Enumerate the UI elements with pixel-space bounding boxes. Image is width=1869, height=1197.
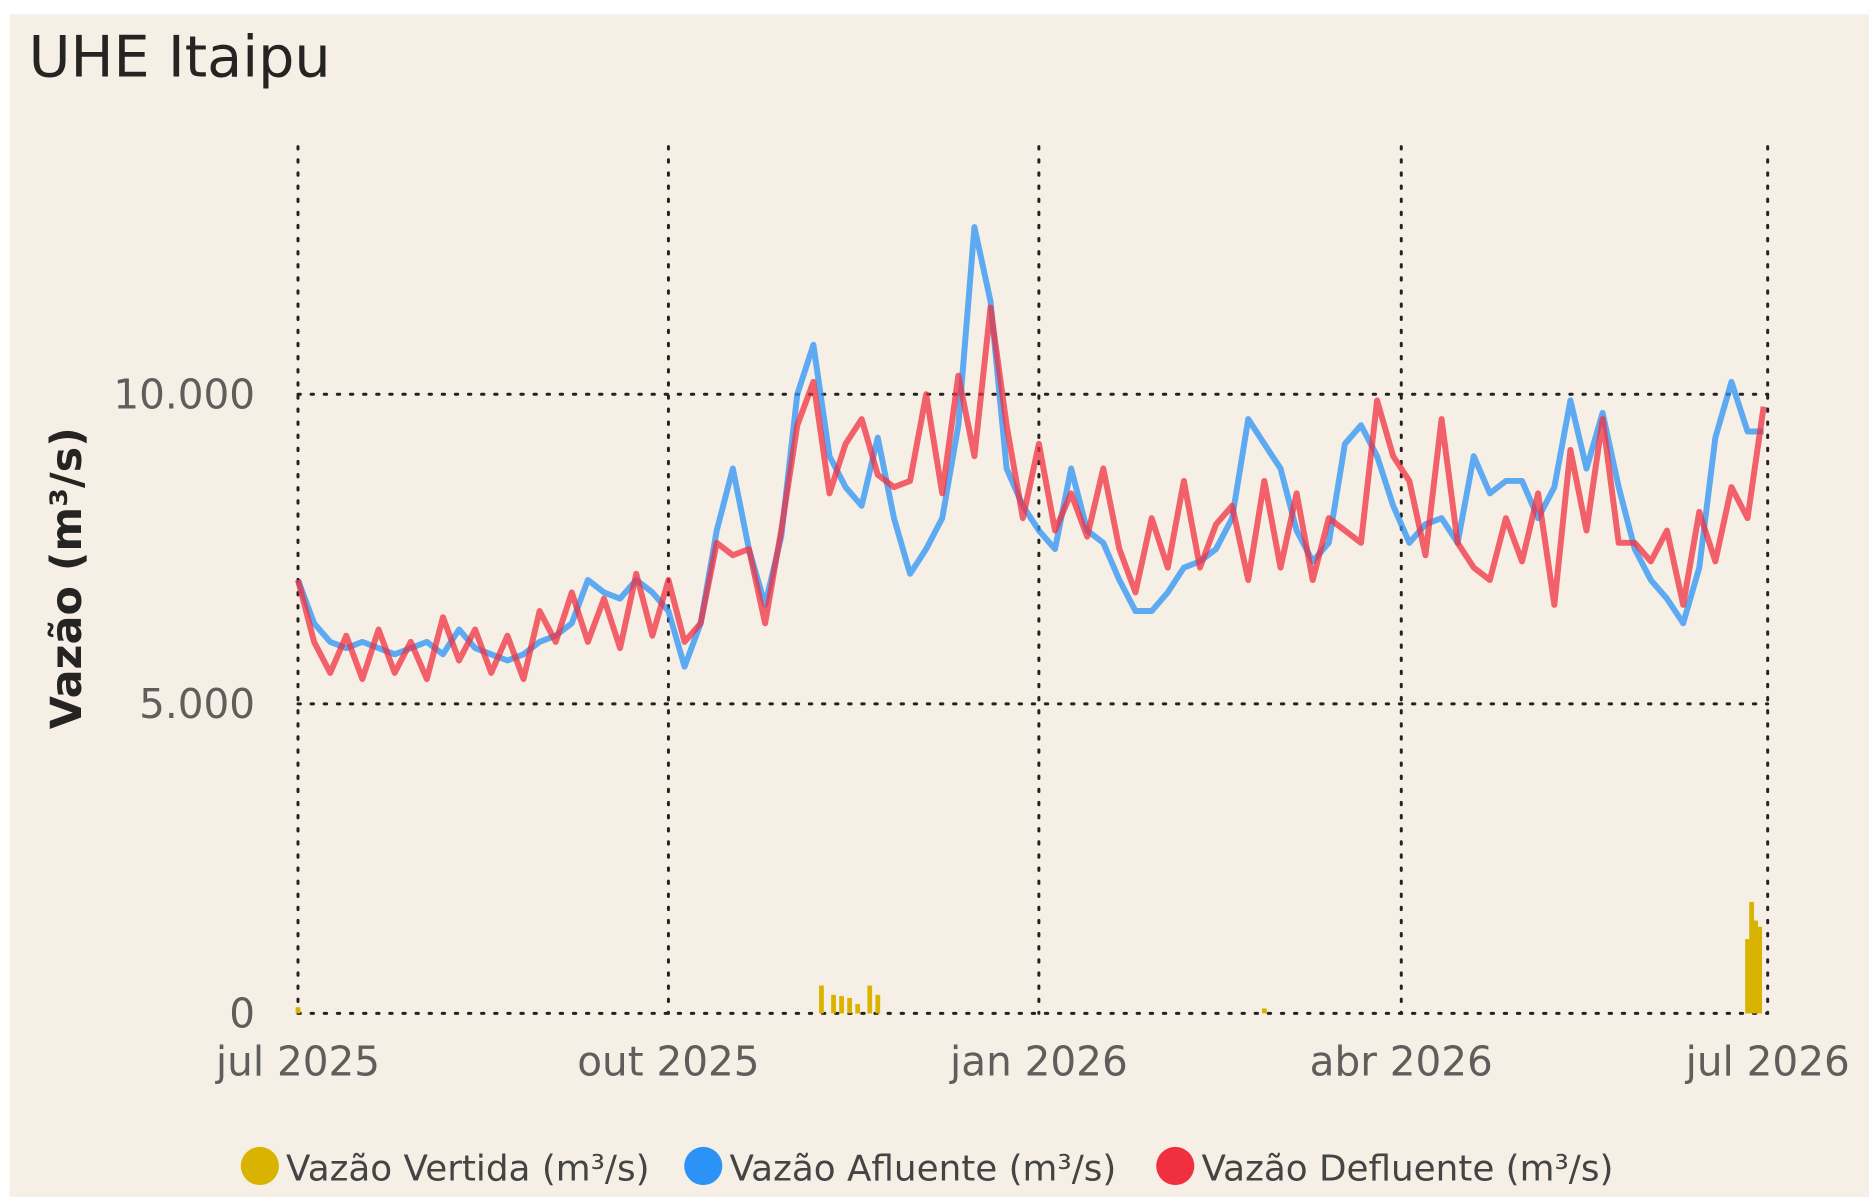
y-axis-label: Vazão (m³/s) (42, 427, 92, 729)
line (295, 224, 1764, 670)
bar (295, 1007, 301, 1014)
legend-marker (1156, 1146, 1195, 1186)
background (9, 14, 1869, 1197)
line (295, 304, 1767, 683)
bar (867, 985, 873, 1014)
x-tick-label: abr 2026 (1310, 1037, 1493, 1085)
legend-label: Vazão Vertida (m³/s) (286, 1148, 649, 1189)
y-tick-label: 5.000 (139, 680, 255, 728)
bar (1745, 939, 1750, 1014)
x-tick-label: out 2025 (577, 1037, 759, 1085)
bar (875, 994, 881, 1014)
bar (1757, 926, 1763, 1014)
bar (831, 994, 836, 1014)
x-tick-label: jan 2026 (949, 1037, 1128, 1085)
bar (855, 1004, 861, 1014)
bar (819, 985, 824, 1014)
x-tick-label: jul 2025 (215, 1037, 380, 1085)
chart-title: UHE Itaipu (29, 24, 331, 90)
bar (1753, 920, 1758, 1014)
bar (839, 996, 844, 1014)
legend-marker (684, 1146, 723, 1186)
legend-label: Vazão Defluente (m³/s) (1202, 1148, 1614, 1189)
x-tick-label: jul 2026 (1685, 1037, 1850, 1085)
bar (1749, 901, 1754, 1014)
legend-marker (240, 1146, 279, 1186)
y-tick-label: 10.000 (113, 371, 255, 419)
legend-label: Vazão Afluente (m³/s) (729, 1148, 1116, 1189)
y-tick-label: 0 (229, 990, 255, 1038)
bar (847, 997, 853, 1014)
bar (1261, 1008, 1267, 1014)
